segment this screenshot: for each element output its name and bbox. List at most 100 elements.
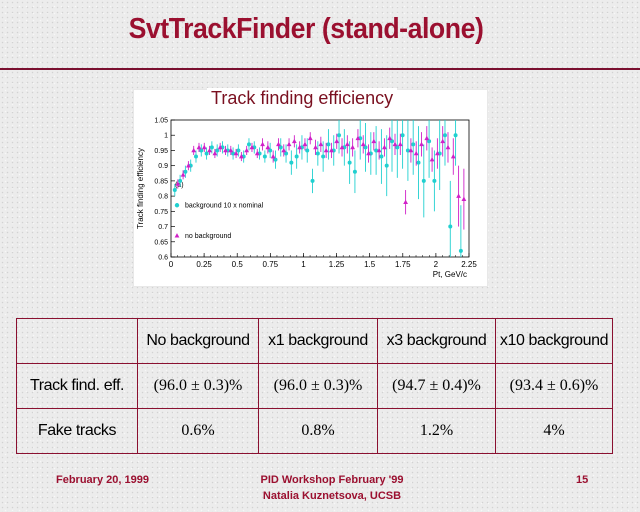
- data-point: [191, 147, 197, 153]
- data-point: [384, 163, 389, 168]
- legend-label-background: background 10 x nominal: [185, 203, 264, 210]
- data-point: [276, 141, 281, 147]
- x-tick-label: 0.25: [196, 260, 212, 269]
- data-point: [329, 147, 334, 153]
- data-point: [376, 147, 382, 153]
- data-point: [382, 144, 387, 150]
- y-tick-label: 0.85: [154, 178, 168, 185]
- series-no-background: [175, 126, 467, 230]
- data-point: [204, 151, 209, 156]
- data-point: [405, 148, 410, 153]
- y-tick-label: 0.7: [158, 224, 168, 231]
- data-point: [273, 157, 278, 162]
- data-point: [371, 138, 377, 144]
- data-point: [183, 169, 188, 174]
- x-tick-label: 0.75: [263, 260, 279, 269]
- data-point: [323, 147, 329, 153]
- data-point: [411, 142, 416, 147]
- data-point: [196, 144, 202, 150]
- table-cell: 1.2%: [377, 408, 496, 454]
- data-point: [453, 133, 458, 138]
- data-point: [366, 150, 371, 156]
- data-point: [180, 172, 186, 177]
- data-point: [223, 147, 228, 153]
- footer-event: PID Workshop February '99: [260, 474, 404, 486]
- table-header-cell: No background: [137, 318, 259, 364]
- data-point: [448, 224, 453, 229]
- efficiency-chart: 0 0.25 0.5 0.75 1 1.25 1.5 1.75 2 2.25 0.6 0.65 0.7 0…: [136, 118, 477, 280]
- data-point: [347, 160, 352, 165]
- data-point: [249, 144, 255, 150]
- data-point: [321, 154, 326, 159]
- data-point: [212, 150, 218, 156]
- data-point: [355, 135, 361, 141]
- row-label: Track find. eff.: [16, 363, 138, 409]
- data-point: [231, 151, 236, 156]
- data-point: [352, 169, 357, 174]
- data-point: [392, 141, 398, 147]
- table-header-cell: x3 background: [377, 318, 496, 364]
- data-point: [201, 144, 207, 150]
- x-axis-label: Pt, GeV/c: [433, 270, 467, 279]
- table-header-cell: x10 background: [495, 318, 613, 364]
- data-point: [209, 145, 214, 150]
- data-point: [260, 141, 265, 147]
- y-tick-label: 0.65: [154, 239, 168, 246]
- table-cell: (93.4 ± 0.6)%: [495, 363, 613, 409]
- table-cell: (96.0 ± 0.3)%: [258, 363, 378, 409]
- data-point: [228, 147, 234, 153]
- data-point: [326, 142, 331, 147]
- data-point: [233, 150, 239, 156]
- data-point: [289, 160, 294, 165]
- slide-title: SvtTrackFinder (stand-alone): [128, 13, 484, 45]
- data-point: [363, 145, 368, 150]
- data-point: [408, 147, 414, 153]
- data-point: [302, 141, 308, 147]
- table-cell: 0.6%: [137, 408, 259, 454]
- data-point: [193, 154, 198, 159]
- table-row: Fake tracks 0.6% 0.8% 1.2% 4%: [16, 408, 613, 454]
- data-point: [307, 135, 313, 141]
- data-point: [281, 147, 287, 153]
- y-tick-label: 0.6: [158, 255, 168, 262]
- plot-title: Track finding efficiency: [207, 88, 398, 109]
- footer-author: Natalia Kuznetsova, UCSB: [262, 490, 402, 502]
- data-point: [461, 196, 467, 201]
- data-point: [374, 148, 379, 153]
- data-point: [238, 153, 244, 159]
- data-point: [424, 135, 430, 141]
- series-background-10x: [172, 120, 463, 257]
- table-row: Track find. eff. (96.0 ± 0.3)% (96.0 ± 0…: [16, 363, 613, 409]
- data-point: [344, 141, 350, 147]
- x-tick-label: 1.5: [364, 260, 376, 269]
- data-point: [350, 144, 356, 150]
- data-point: [456, 193, 461, 198]
- data-point: [397, 141, 403, 147]
- legend-marker-background: [174, 203, 180, 208]
- data-point: [339, 144, 345, 150]
- table-header-row: No background x1 background x3 backgroun…: [16, 318, 613, 364]
- data-point: [458, 248, 463, 253]
- data-point: [278, 145, 283, 150]
- data-point: [172, 188, 177, 193]
- data-point: [284, 151, 289, 156]
- data-point: [185, 163, 191, 168]
- data-point: [305, 148, 310, 153]
- data-point: [236, 148, 241, 153]
- x-tick-label: 0: [169, 260, 174, 269]
- data-point: [215, 148, 220, 153]
- data-point: [286, 141, 292, 147]
- x-tick-label: 2.25: [461, 260, 477, 269]
- table-cell: (94.7 ± 0.4)%: [377, 363, 496, 409]
- data-point: [434, 150, 440, 156]
- table-cell: 0.8%: [258, 408, 378, 454]
- data-point: [294, 154, 299, 159]
- table-cell: (96.0 ± 0.3)%: [137, 363, 259, 409]
- footer-date: February 20, 1999: [56, 474, 149, 486]
- data-point: [445, 144, 451, 150]
- y-tick-label: 0.75: [154, 209, 168, 216]
- y-tick-label: 1.05: [154, 118, 168, 125]
- data-point: [360, 141, 366, 147]
- data-point: [442, 133, 447, 138]
- legend-marker-no-background: [174, 233, 180, 238]
